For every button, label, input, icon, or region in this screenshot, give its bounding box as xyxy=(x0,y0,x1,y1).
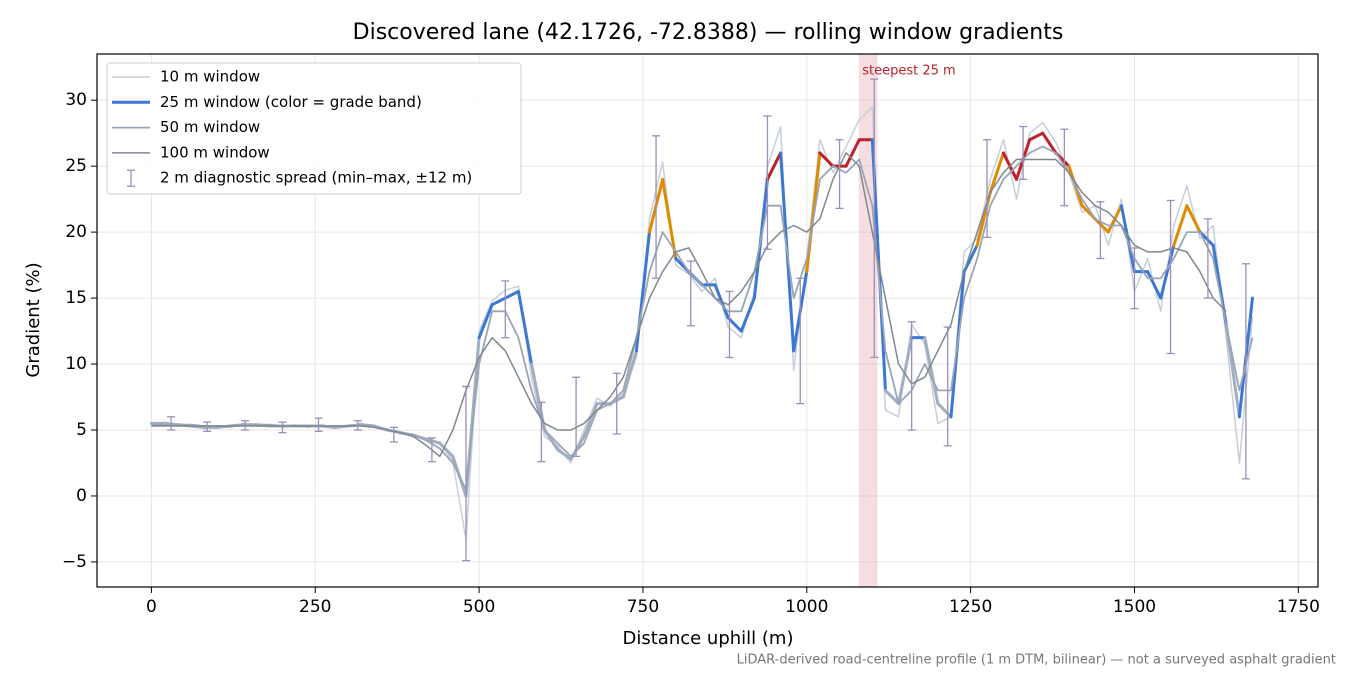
legend-box xyxy=(106,62,522,195)
error-bar xyxy=(870,78,879,359)
line-segment xyxy=(765,151,783,181)
footnote: LiDAR-derived road-centreline profile (1… xyxy=(737,653,1336,668)
y-tick-label: −5 xyxy=(62,552,87,572)
error-bar xyxy=(278,421,287,434)
legend-swatch xyxy=(127,169,135,187)
line-segment xyxy=(739,296,756,333)
y-tick-label: 30 xyxy=(65,90,87,110)
error-bar xyxy=(1130,247,1139,310)
x-tick-label: 1750 xyxy=(1277,597,1320,617)
x-tick-label: 1250 xyxy=(949,597,992,617)
x-tick-label: 250 xyxy=(299,597,331,617)
error-bar xyxy=(612,372,621,435)
error-bar xyxy=(389,426,398,443)
y-tick-label: 20 xyxy=(65,222,87,242)
error-bar xyxy=(241,420,250,431)
line-segment xyxy=(1185,204,1202,234)
line-segment xyxy=(1119,204,1136,274)
error-bar xyxy=(725,290,734,359)
line-segment xyxy=(1093,217,1110,234)
line-series xyxy=(151,152,1227,458)
line-segment xyxy=(661,177,678,260)
line-segment xyxy=(1028,131,1045,142)
line-segment xyxy=(726,316,743,333)
line-segment xyxy=(1041,131,1058,155)
line-segment xyxy=(582,402,599,439)
y-tick-label: 0 xyxy=(76,486,87,506)
legend-label: 10 m window xyxy=(160,68,260,86)
error-bar xyxy=(983,139,992,239)
plot-frame xyxy=(96,53,1319,588)
x-tick-label: 1500 xyxy=(1113,597,1156,617)
error-bar xyxy=(1203,218,1212,299)
legend-label: 100 m window xyxy=(160,143,270,161)
line-segment xyxy=(844,138,861,168)
error-bar xyxy=(353,420,362,431)
error-bar xyxy=(907,321,916,431)
error-bar xyxy=(461,385,470,562)
legend-label: 25 m window (color = grade band) xyxy=(160,93,422,111)
error-bar xyxy=(501,280,510,339)
error-bar xyxy=(1096,201,1105,260)
y-tick-label: 25 xyxy=(65,156,87,176)
line-segment xyxy=(516,289,534,366)
line-segment xyxy=(503,289,520,300)
line-segment xyxy=(897,336,914,406)
error-bar xyxy=(1019,125,1028,180)
line-segment xyxy=(1172,204,1189,247)
y-tick-label: 10 xyxy=(65,354,87,374)
error-bar xyxy=(314,417,323,432)
legend-label: 2 m diagnostic spread (min–max, ±12 m) xyxy=(160,169,472,187)
line-segment xyxy=(438,441,455,458)
error-bar xyxy=(203,421,212,432)
x-tick-label: 0 xyxy=(146,597,157,617)
line-segment xyxy=(621,349,638,399)
line-segment xyxy=(556,448,573,461)
error-bar xyxy=(1241,263,1250,480)
error-bar xyxy=(835,139,844,210)
error-bar xyxy=(537,401,546,463)
line-segment xyxy=(923,336,940,406)
line-segment xyxy=(883,388,901,406)
line-segment xyxy=(490,296,507,307)
x-tick-label: 500 xyxy=(463,597,495,617)
error-bar xyxy=(1166,199,1175,355)
steepest-label: steepest 25 m xyxy=(862,64,955,79)
chart-title: Discovered lane (42.1726, -72.8388) — ro… xyxy=(353,20,1064,45)
error-bar xyxy=(763,115,772,250)
line-segment xyxy=(1146,270,1163,300)
line-segment xyxy=(818,151,835,168)
y-tick-label: 15 xyxy=(65,288,87,308)
x-tick-label: 750 xyxy=(627,597,659,617)
line-segment xyxy=(936,402,953,419)
y-tick-label: 5 xyxy=(76,420,87,440)
error-bar xyxy=(427,437,436,463)
error-bar xyxy=(686,260,695,327)
legend-label: 50 m window xyxy=(160,118,260,136)
line-segment xyxy=(425,437,442,445)
error-bar xyxy=(943,326,952,447)
y-axis-label: Gradient (%) xyxy=(23,262,44,377)
legend: 10 m window 25 m window (color = grade ba… xyxy=(106,62,522,195)
error-bar xyxy=(796,277,805,405)
line-segment xyxy=(1198,230,1215,247)
line-segment xyxy=(477,303,494,340)
error-bar xyxy=(652,135,661,279)
error-bar xyxy=(572,376,581,458)
x-tick-label: 1000 xyxy=(785,597,828,617)
line-segment xyxy=(805,151,822,274)
line-segment xyxy=(988,151,1005,195)
line-segment xyxy=(1159,243,1176,300)
error-bar xyxy=(167,416,176,431)
error-bar xyxy=(1060,128,1069,207)
x-axis-label: Distance uphill (m) xyxy=(623,628,794,649)
